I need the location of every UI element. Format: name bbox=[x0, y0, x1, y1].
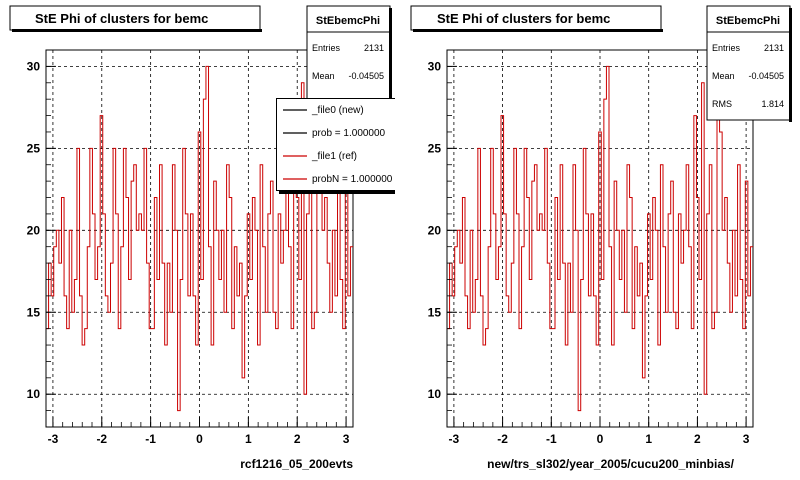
left-x-axis-label: rcf1216_05_200evts bbox=[240, 457, 353, 471]
left-title-box bbox=[9, 5, 261, 31]
left-y-tick-label: 10 bbox=[27, 387, 41, 401]
right-x-tick-label: -2 bbox=[497, 432, 508, 446]
right-y-tick-label: 15 bbox=[428, 305, 442, 319]
right-chart-title: StE Phi of clusters for bemc bbox=[437, 11, 610, 26]
right-stats-entries-label: Entries bbox=[712, 43, 741, 53]
left-chart-title: StE Phi of clusters for bemc bbox=[35, 11, 208, 26]
left-stats-entries-label: Entries bbox=[312, 43, 341, 53]
left-x-tick-label: -3 bbox=[48, 432, 59, 446]
left-x-tick-label: 0 bbox=[196, 432, 203, 446]
legend-entry-ref: _file1 (ref) bbox=[311, 151, 357, 162]
left-stats-box: StEbemcPhi Entries 2131 Mean -0.04505 bbox=[306, 5, 392, 116]
right-x-tick-label: -1 bbox=[546, 432, 557, 446]
left-x-tick-label: -1 bbox=[145, 432, 156, 446]
right-x-axis-label: new/trs_sl302/year_2005/cucu200_minbias/ bbox=[487, 457, 734, 471]
right-stats-mean-label: Mean bbox=[712, 71, 735, 81]
left-x-tick-label: -2 bbox=[96, 432, 107, 446]
right-stats-mean-value: -0.04505 bbox=[748, 71, 784, 81]
right-x-tick-label: 0 bbox=[597, 432, 604, 446]
left-y-tick-label: 30 bbox=[27, 59, 41, 73]
right-stats-box: StEbemcPhi Entries 2131 Mean -0.04505 RM… bbox=[706, 5, 792, 122]
legend-entry-new: _file0 (new) bbox=[311, 105, 364, 116]
right-y-tick-label: 30 bbox=[428, 59, 442, 73]
left-x-tick-label: 3 bbox=[343, 432, 350, 446]
right-y-tick-label: 25 bbox=[428, 141, 442, 155]
left-x-tick-label: 2 bbox=[294, 432, 301, 446]
right-x-tick-label: 1 bbox=[645, 432, 652, 446]
right-axes: -3 -2 -1 0 1 2 3 10 15 20 25 30 bbox=[428, 49, 750, 446]
left-axes: -3 -2 -1 0 1 2 3 10 15 20 25 30 bbox=[27, 49, 350, 446]
left-y-tick-label: 20 bbox=[27, 223, 41, 237]
right-panel: StE Phi of clusters for bemc -3 -2 -1 0 1 2 3 1… bbox=[410, 5, 792, 471]
left-stats-mean-value: -0.04505 bbox=[348, 71, 384, 81]
left-stats-entries-value: 2131 bbox=[364, 43, 384, 53]
right-stats-rms-label: RMS bbox=[712, 99, 732, 109]
right-y-tick-label: 20 bbox=[428, 223, 442, 237]
left-x-tick-label: 1 bbox=[245, 432, 252, 446]
right-histogram-line bbox=[447, 65, 753, 412]
right-x-tick-label: -3 bbox=[449, 432, 460, 446]
left-stats-mean-label: Mean bbox=[312, 71, 335, 81]
right-stats-entries-value: 2131 bbox=[764, 43, 784, 53]
right-stats-rms-value: 1.814 bbox=[761, 99, 784, 109]
right-stats-title: StEbemcPhi bbox=[716, 15, 780, 27]
legend-entry-prob: prob = 1.000000 bbox=[312, 128, 386, 139]
left-y-tick-label: 15 bbox=[27, 305, 41, 319]
right-x-tick-label: 2 bbox=[694, 432, 701, 446]
left-legend: _file0 (new) prob = 1.000000 _file1 (ref… bbox=[276, 98, 395, 194]
left-panel: StE Phi of clusters for bemc -3 -2 -1 0 1 2 3 1… bbox=[9, 5, 395, 471]
left-stats-title: StEbemcPhi bbox=[316, 15, 380, 27]
right-x-tick-label: 3 bbox=[743, 432, 750, 446]
left-y-tick-label: 25 bbox=[27, 141, 41, 155]
right-y-tick-label: 10 bbox=[428, 387, 442, 401]
legend-entry-probn: probN = 1.000000 bbox=[312, 174, 393, 185]
